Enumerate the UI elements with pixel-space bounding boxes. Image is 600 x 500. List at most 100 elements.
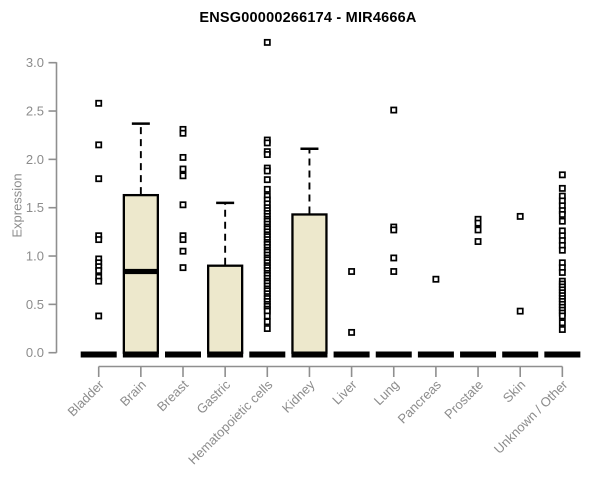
box-group-skin xyxy=(502,351,539,358)
box-group-liver xyxy=(333,351,370,358)
data-point xyxy=(263,318,271,326)
zero-median-bar xyxy=(460,351,497,358)
data-point xyxy=(179,165,187,173)
zero-median-bar xyxy=(165,351,201,358)
x-tick-label: Skin xyxy=(500,377,528,405)
box-group-breast xyxy=(165,351,201,358)
data-point xyxy=(95,141,103,149)
zero-median-bar xyxy=(502,351,539,358)
data-point xyxy=(95,267,103,274)
zero-median-bar xyxy=(417,351,454,358)
x-tick-label: Brain xyxy=(117,377,149,409)
box xyxy=(291,213,328,354)
data-points-unknown-other xyxy=(558,171,566,333)
y-tick-label: 1.0 xyxy=(26,249,44,264)
data-point xyxy=(474,238,482,245)
y-tick-label: 2.0 xyxy=(26,152,44,167)
box-group-prostate xyxy=(460,351,497,358)
data-point xyxy=(558,217,566,225)
data-point xyxy=(263,325,271,332)
box-group-gastric xyxy=(206,201,244,358)
data-point xyxy=(432,275,440,283)
data-points-breast xyxy=(179,125,187,272)
data-points-prostate xyxy=(474,215,482,245)
data-point xyxy=(179,129,187,137)
data-point xyxy=(179,247,187,255)
data-point xyxy=(95,175,103,183)
data-point xyxy=(558,246,566,254)
data-point xyxy=(558,319,566,327)
data-point xyxy=(263,185,271,193)
x-tick-label: Prostate xyxy=(441,377,486,422)
data-point xyxy=(179,264,187,272)
data-point xyxy=(558,184,566,192)
zero-median-bar xyxy=(544,351,581,358)
zero-median-bar xyxy=(333,351,370,358)
box-group-bladder xyxy=(80,351,117,358)
zero-median-bar xyxy=(80,351,117,358)
data-point xyxy=(516,307,524,315)
data-point xyxy=(390,268,398,275)
x-tick-label: Unknown / Other xyxy=(491,377,571,457)
x-tick-label: Lung xyxy=(371,377,402,408)
y-tick-label: 2.5 xyxy=(26,104,44,119)
data-point xyxy=(348,328,356,336)
data-point xyxy=(558,269,566,276)
data-points-bladder xyxy=(95,99,103,320)
chart-title: ENSG00000266174 - MIR4666A xyxy=(199,10,417,26)
x-tick-label: Breast xyxy=(154,377,191,414)
data-point xyxy=(263,167,271,175)
data-point xyxy=(558,312,566,320)
x-tick-label: Pancreas xyxy=(395,377,445,427)
zero-median-bar xyxy=(249,351,286,358)
zero-median-bar xyxy=(207,351,244,358)
median-line xyxy=(123,268,158,275)
data-point xyxy=(95,312,103,320)
zero-median-bar xyxy=(122,351,159,358)
box-group-kidney xyxy=(291,147,328,358)
data-point xyxy=(558,171,566,179)
data-point xyxy=(263,312,271,320)
y-tick-label: 0.0 xyxy=(26,345,44,360)
data-point xyxy=(95,99,103,107)
data-point xyxy=(179,236,187,244)
data-point xyxy=(390,106,398,114)
zero-median-bar xyxy=(375,351,412,358)
x-tick-label: Kidney xyxy=(279,377,318,416)
box-group-hematopoietic-cells xyxy=(249,351,286,358)
y-tick-label: 1.5 xyxy=(26,200,44,215)
data-point xyxy=(95,277,103,285)
box-group-unknown-other xyxy=(544,351,581,358)
data-point xyxy=(516,212,524,220)
box-group-brain xyxy=(122,122,159,358)
data-points-hematopoietic-cells xyxy=(263,38,271,332)
data-point xyxy=(558,326,566,333)
data-points-skin xyxy=(516,212,524,315)
data-point xyxy=(95,236,103,244)
x-tick-label: Liver xyxy=(329,377,360,408)
data-point xyxy=(263,176,271,184)
data-point xyxy=(179,201,187,209)
box-group-pancreas xyxy=(417,351,454,358)
x-tick-label: Gastric xyxy=(194,377,234,417)
y-tick-label: 3.0 xyxy=(26,55,44,70)
data-point xyxy=(263,139,271,147)
box xyxy=(206,264,244,354)
y-axis: 0.0 0.5 1.0 1.5 2.0 2.5 3.0 xyxy=(26,55,58,360)
data-point xyxy=(263,38,271,46)
data-point xyxy=(558,211,566,218)
data-points-pancreas xyxy=(432,275,440,283)
data-points-lung xyxy=(390,106,398,275)
data-point xyxy=(263,151,271,158)
data-point xyxy=(179,172,187,180)
data-point xyxy=(390,254,398,262)
x-tick-label: Bladder xyxy=(65,377,108,420)
zero-median-bar xyxy=(291,351,328,358)
data-point xyxy=(348,268,356,275)
data-point xyxy=(474,219,482,227)
data-points-liver xyxy=(348,268,356,336)
data-point xyxy=(179,153,187,161)
